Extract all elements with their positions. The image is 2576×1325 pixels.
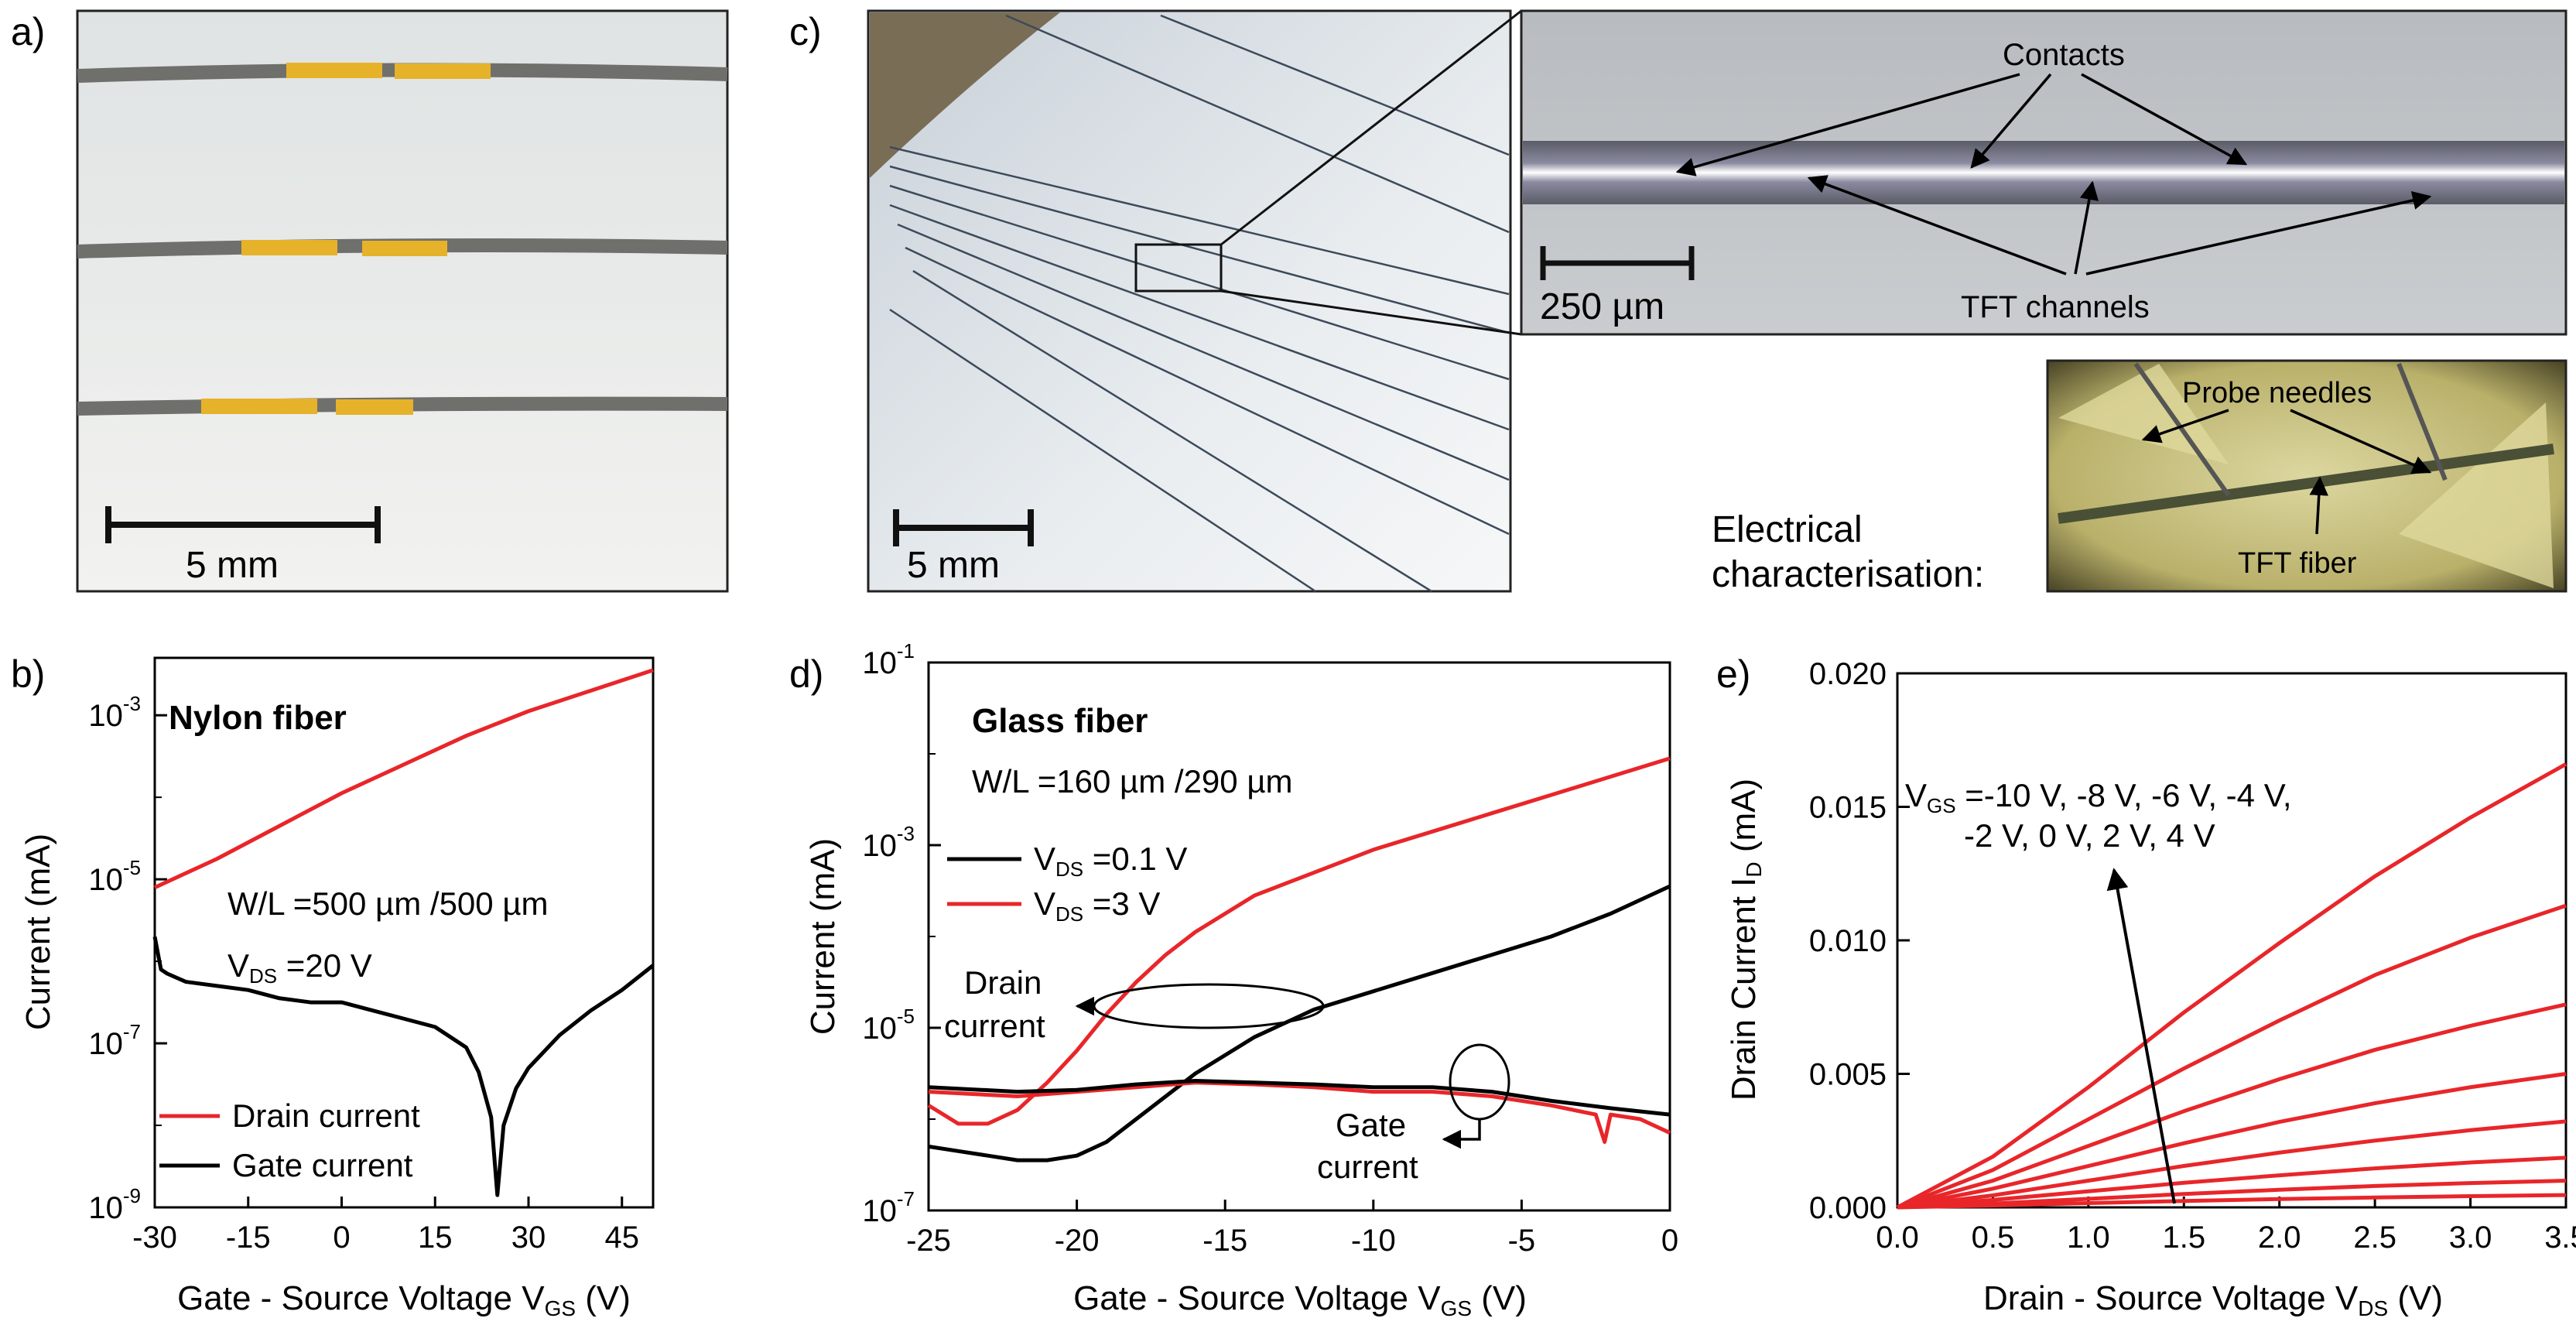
tft-fiber-label: TFT fiber	[2238, 547, 2357, 580]
photo-c: 5 mm	[867, 9, 1512, 593]
y-tick-label: 10-9	[88, 1184, 141, 1225]
chart-annotation: VDS =20 V	[227, 947, 372, 988]
y-axis-label: Current (mA)	[19, 834, 57, 1030]
chart-d: -25 -20 -15 -10 -5 0 10-7 10-5 10-3 10-1 Glass fi…	[804, 639, 1678, 1320]
probe-needles-label: Probe needles	[2182, 377, 2372, 409]
scale-bar	[1540, 246, 1695, 280]
tft-channels-label: TFT channels	[1961, 290, 2150, 324]
series-line	[1896, 762, 2567, 1210]
chart-title: Glass fiber	[972, 702, 1148, 740]
y-tick-label: 0.005	[1809, 1058, 1887, 1092]
x-tick-label: 0.5	[1972, 1221, 2015, 1255]
photo-a: 5 mm	[76, 9, 729, 593]
y-tick-label: 10-7	[88, 1020, 141, 1061]
x-tick-label: -5	[1508, 1224, 1536, 1258]
x-tick-label: -20	[1055, 1224, 1100, 1258]
contacts-label: Contacts	[2003, 38, 2125, 72]
y-axis-label: Drain Current ID (mA)	[1725, 779, 1766, 1101]
scale-bar	[893, 509, 1034, 546]
series-line	[1897, 1002, 2567, 1210]
x-tick-label: 15	[418, 1221, 453, 1255]
y-tick-label: 0.015	[1809, 791, 1887, 825]
series-line	[1897, 1156, 2567, 1210]
series-line	[928, 1078, 1671, 1117]
legend-label: VDS =0.1 V	[1034, 841, 1187, 881]
legend-label: Gate current	[232, 1147, 413, 1183]
fiber-strand	[77, 63, 728, 83]
gate-current-label: Gate	[1336, 1107, 1406, 1143]
series-line	[1897, 1179, 2567, 1210]
y-tick-label: 10-5	[862, 1005, 915, 1046]
x-tick-label: -15	[226, 1221, 271, 1255]
x-axis-label: Gate - Source Voltage VGS (V)	[177, 1279, 631, 1320]
series-line	[928, 884, 1671, 1162]
panel-label-b: b)	[11, 652, 45, 696]
legend: VDS =0.1 V VDS =3 V	[947, 841, 1187, 926]
fiber-strand	[77, 396, 728, 416]
y-axis-label: Current (mA)	[804, 838, 842, 1035]
chart-e: 0.0 0.5 1.0 1.5 2.0 2.5 3.0 3.5 0.000 0.005 0.010 0…	[1725, 657, 2576, 1320]
fiber-strand	[77, 238, 728, 258]
x-tick-label: -15	[1202, 1224, 1247, 1258]
photo-zoom: 250 µm Contacts TFT channels	[1520, 9, 2567, 336]
scale-bar-label: 5 mm	[907, 545, 1000, 586]
y-tick-label: 0.000	[1809, 1191, 1887, 1225]
chart-annotation: -2 V, 0 V, 2 V, 4 V	[1964, 817, 2215, 854]
x-tick-label: -10	[1351, 1224, 1396, 1258]
y-tick-label: 0.010	[1809, 924, 1887, 958]
chart-annotation: W/L =160 µm /290 µm	[972, 763, 1293, 799]
x-tick-label: 1.5	[2162, 1221, 2205, 1255]
chart-annotation: W/L =500 µm /500 µm	[227, 885, 549, 922]
x-tick-label: 3.0	[2449, 1221, 2492, 1255]
series-line	[1897, 1072, 2567, 1210]
y-tick-label: 0.020	[1809, 657, 1887, 691]
series-line	[928, 1080, 1671, 1144]
legend: Drain current Gate current	[159, 1097, 420, 1183]
scale-bar-label: 250 µm	[1540, 286, 1664, 327]
drain-current-label: Drain	[964, 964, 1042, 1001]
gate-current-label: current	[1317, 1149, 1418, 1185]
panel-label-d: d)	[789, 652, 823, 696]
x-tick-label: -25	[906, 1224, 951, 1258]
legend-label: VDS =3 V	[1034, 885, 1160, 926]
series-line	[152, 936, 655, 1197]
chart-title: Nylon fiber	[169, 699, 347, 737]
panel-label-c: c)	[789, 10, 822, 53]
scale-bar	[105, 506, 381, 543]
x-tick-label: 2.5	[2353, 1221, 2396, 1255]
x-tick-label: 0	[333, 1221, 350, 1255]
x-tick-label: -30	[132, 1221, 177, 1255]
chart-annotation: VGS =-10 V, -8 V, -6 V, -4 V,	[1905, 777, 2292, 817]
y-tick-label: 10-5	[88, 856, 141, 897]
y-tick-label: 10-3	[862, 822, 915, 863]
drain-current-label: current	[944, 1008, 1045, 1044]
x-tick-label: 0.0	[1876, 1221, 1919, 1255]
y-tick-label: 10-3	[88, 692, 141, 733]
x-tick-label: 0	[1661, 1224, 1678, 1258]
panel-label-a: a)	[11, 10, 45, 53]
series-line	[153, 668, 654, 889]
series-line	[1897, 1193, 2567, 1210]
x-tick-label: 3.5	[2544, 1221, 2576, 1255]
x-axis-label: Gate - Source Voltage VGS (V)	[1073, 1279, 1527, 1320]
x-tick-label: 45	[605, 1221, 640, 1255]
panel-label-e: e)	[1716, 652, 1750, 696]
x-tick-label: 30	[511, 1221, 546, 1255]
scale-bar-label: 5 mm	[186, 545, 279, 586]
photo-probe: Probe needles TFT fiber	[2046, 359, 2567, 593]
series-line	[1897, 1119, 2567, 1210]
probe-caption-line1: Electrical	[1712, 509, 1863, 550]
series-line	[1897, 903, 2567, 1210]
y-tick-label: 10-7	[862, 1187, 915, 1228]
y-tick-label: 10-1	[862, 639, 915, 680]
chart-b: -30 -15 0 15 30 45 10-9 10-7 10-5 10-3 Nylon fibe…	[19, 656, 655, 1320]
x-tick-label: 1.0	[2067, 1221, 2110, 1255]
x-axis-label: Drain - Source Voltage VDS (V)	[1983, 1279, 2443, 1320]
series-line	[927, 756, 1671, 1126]
legend-label: Drain current	[232, 1097, 420, 1134]
probe-caption-line2: characterisation:	[1712, 554, 1984, 595]
x-tick-label: 2.0	[2258, 1221, 2301, 1255]
